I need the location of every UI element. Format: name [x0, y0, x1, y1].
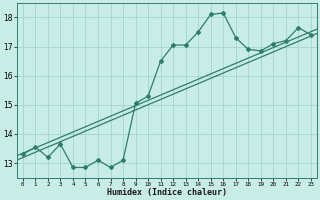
X-axis label: Humidex (Indice chaleur): Humidex (Indice chaleur) [107, 188, 227, 197]
